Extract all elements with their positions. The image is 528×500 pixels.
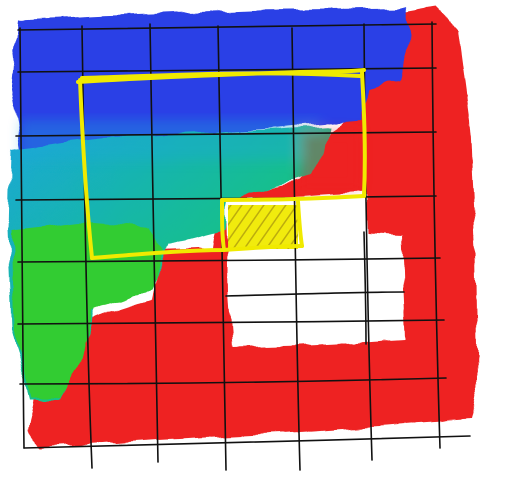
grid-vertical: [217, 25, 227, 471]
blue-region: [10, 8, 410, 150]
grid-vertical: [149, 23, 159, 463]
grid-vertical: [19, 27, 25, 449]
yellow-outline-left: [78, 78, 94, 260]
grid-horizontal: [17, 67, 437, 73]
grid-horizontal: [17, 257, 441, 263]
grid-horizontal: [15, 131, 437, 137]
grid-horizontal: [17, 23, 437, 31]
green-region: [12, 222, 165, 398]
yellow-outline-step-left: [220, 198, 226, 252]
yellow-outline-bottom: [90, 244, 304, 260]
yellow-outline: [76, 68, 367, 260]
teal-region: [8, 126, 330, 400]
grid-horizontal: [225, 291, 405, 297]
paint-blur: [20, 120, 360, 190]
grid-horizontal: [19, 377, 447, 385]
hatched-cell: [228, 205, 298, 249]
yellow-outline-top-2: [80, 71, 362, 80]
grid-horizontal: [23, 435, 471, 449]
grid-vertical: [291, 27, 301, 471]
yellow-outline-step-top: [220, 194, 366, 202]
grid-vertical: [431, 21, 441, 449]
yellow-outline-cell-right: [296, 200, 304, 248]
yellow-outline-right: [360, 70, 367, 198]
grid-vertical: [363, 231, 367, 345]
grid-horizontal: [17, 319, 445, 325]
